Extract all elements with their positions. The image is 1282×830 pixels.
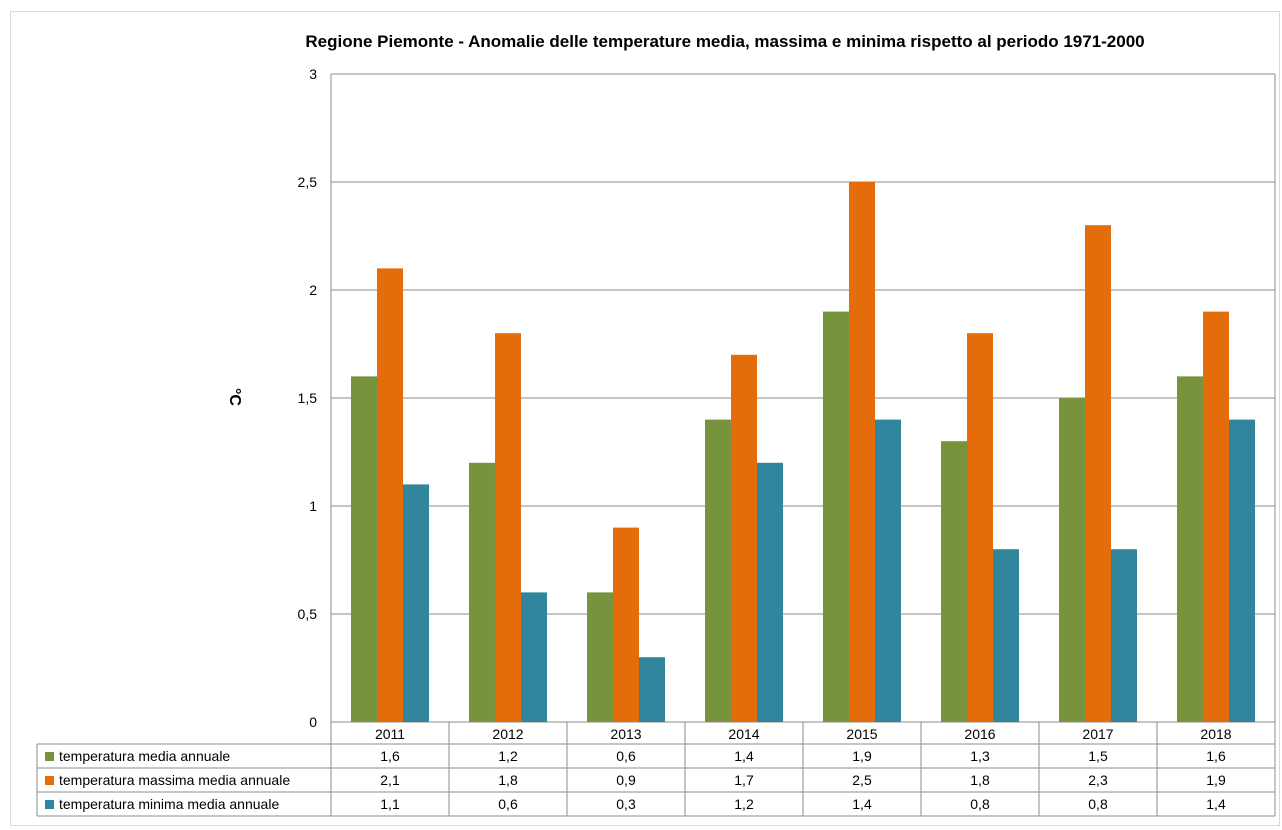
data-label: 1,4 [852,796,872,812]
data-label: 0,9 [616,772,636,788]
bar-minima-2013 [639,657,665,722]
y-tick-label: 2,5 [298,174,318,190]
legend-swatch [45,800,54,809]
bar-media-2017 [1059,398,1085,722]
x-tick-label: 2017 [1082,726,1113,742]
y-tick-label: 0,5 [298,606,318,622]
data-label: 2,1 [380,772,400,788]
y-tick-label: 3 [309,66,317,82]
bar-massima-2018 [1203,311,1229,722]
bar-massima-2013 [613,527,639,722]
bar-media-2014 [705,419,731,722]
y-tick-label: 2 [309,282,317,298]
bar-media-2016 [941,441,967,722]
x-tick-label: 2011 [375,726,405,742]
bar-media-2018 [1177,376,1203,722]
chart-title: Regione Piemonte - Anomalie delle temper… [305,32,1144,51]
data-label: 1,8 [498,772,518,788]
bar-massima-2015 [849,182,875,722]
legend-swatch [45,776,54,785]
data-label: 1,6 [380,748,400,764]
legend-label: temperatura media annuale [59,748,230,764]
data-label: 1,5 [1088,748,1108,764]
data-label: 1,7 [734,772,754,788]
y-axis-label: °C [226,388,243,406]
data-label: 1,6 [1206,748,1226,764]
data-label: 1,2 [734,796,754,812]
bar-massima-2012 [495,333,521,722]
bar-minima-2012 [521,592,547,722]
bar-minima-2011 [403,484,429,722]
bar-minima-2017 [1111,549,1137,722]
data-label: 1,4 [1206,796,1226,812]
bar-massima-2016 [967,333,993,722]
bar-minima-2015 [875,419,901,722]
x-tick-label: 2014 [728,726,759,742]
y-tick-label: 1,5 [298,390,318,406]
bar-minima-2018 [1229,419,1255,722]
data-label: 1,8 [970,772,990,788]
data-label: 1,3 [970,748,990,764]
data-label: 2,3 [1088,772,1108,788]
x-tick-label: 2013 [610,726,641,742]
legend-label: temperatura massima media annuale [59,772,290,788]
data-label: 1,9 [1206,772,1226,788]
data-label: 0,6 [616,748,636,764]
data-label: 0,8 [1088,796,1108,812]
data-label: 1,4 [734,748,754,764]
legend-swatch [45,752,54,761]
x-tick-label: 2012 [492,726,523,742]
bar-media-2013 [587,592,613,722]
bar-media-2011 [351,376,377,722]
bar-media-2012 [469,462,495,722]
data-label: 1,1 [380,796,400,812]
data-label: 0,6 [498,796,518,812]
bar-massima-2011 [377,268,403,722]
y-tick-label: 1 [309,498,317,514]
x-tick-label: 2016 [964,726,995,742]
legend-label: temperatura minima media annuale [59,796,279,812]
data-label: 1,9 [852,748,872,764]
chart-frame [10,11,1280,826]
y-tick-label: 0 [309,714,317,730]
bar-minima-2016 [993,549,1019,722]
x-tick-label: 2018 [1200,726,1231,742]
data-label: 0,8 [970,796,990,812]
bar-minima-2014 [757,462,783,722]
data-label: 0,3 [616,796,636,812]
data-label: 2,5 [852,772,872,788]
bar-media-2015 [823,311,849,722]
x-tick-label: 2015 [846,726,877,742]
bar-massima-2014 [731,354,757,722]
data-label: 1,2 [498,748,518,764]
bar-massima-2017 [1085,225,1111,722]
